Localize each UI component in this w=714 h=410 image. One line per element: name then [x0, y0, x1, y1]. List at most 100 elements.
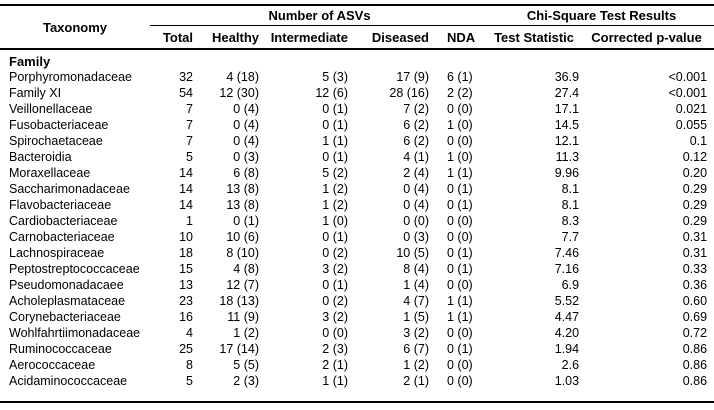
diseased-cell: 0 (0) [403, 214, 429, 228]
p-value-cell: 0.86 [682, 358, 708, 372]
intermediate-cell: 0 (1) [322, 150, 348, 164]
nda-cell: 1 (0) [447, 118, 473, 132]
healthy-column-header: Healthy [193, 25, 259, 50]
diseased-cell: 0 (4) [403, 182, 429, 196]
diseased-cell: 1 (2) [403, 358, 429, 372]
total-cell: 14 [179, 166, 193, 180]
healthy-cell: 0 (4) [233, 118, 259, 132]
healthy-cell: 4 (8) [233, 262, 259, 276]
intermediate-cell: 3 (2) [322, 310, 348, 324]
p-value-cell: <0.001 [668, 70, 708, 84]
intermediate-cell: 1 (1) [322, 134, 348, 148]
total-cell: 14 [179, 198, 193, 212]
total-cell: 32 [179, 70, 193, 84]
family-section-row: Family [0, 49, 714, 69]
table-row: Spirochaetaceae 7 0 (4) 1 (1) 6 (2) 0 (0… [0, 133, 714, 149]
sub-header-row: Total Healthy Intermediate Diseased NDA … [0, 25, 714, 50]
p-value-cell: 0.31 [682, 230, 708, 244]
taxonomy-cell: Bacteroidia [9, 150, 72, 164]
healthy-cell: 0 (4) [233, 134, 259, 148]
taxonomy-cell: Acholeplasmataceae [9, 294, 126, 308]
intermediate-cell: 1 (2) [322, 198, 348, 212]
nda-cell: 2 (2) [447, 86, 473, 100]
total-cell: 7 [186, 102, 193, 116]
p-value-cell: 0.86 [682, 342, 708, 356]
table-row: Moraxellaceae 14 6 (8) 5 (2) 2 (4) 1 (1)… [0, 165, 714, 181]
total-cell: 1 [186, 214, 193, 228]
table-row: Aerococcaceae 8 5 (5) 2 (1) 1 (2) 0 (0) … [0, 357, 714, 373]
taxonomy-cell: Peptostreptococcaceae [9, 262, 140, 276]
diseased-cell: 6 (7) [403, 342, 429, 356]
healthy-cell: 0 (1) [233, 214, 259, 228]
taxonomy-cell: Moraxellaceae [9, 166, 91, 180]
taxonomy-column-header: Taxonomy [0, 5, 150, 50]
p-value-cell: 0.29 [682, 214, 708, 228]
nda-cell: 0 (1) [447, 342, 473, 356]
diseased-cell: 4 (7) [403, 294, 429, 308]
test-statistic-cell: 6.9 [561, 278, 580, 292]
p-value-cell: 0.055 [675, 118, 708, 132]
healthy-cell: 4 (18) [226, 70, 259, 84]
intermediate-cell: 0 (2) [322, 246, 348, 260]
intermediate-cell: 0 (1) [322, 230, 348, 244]
nda-cell: 1 (1) [447, 310, 473, 324]
table-row: Corynebacteriaceae 16 11 (9) 3 (2) 1 (5)… [0, 309, 714, 325]
diseased-cell: 7 (2) [403, 102, 429, 116]
total-cell: 7 [186, 118, 193, 132]
diseased-cell: 1 (4) [403, 278, 429, 292]
test-statistic-cell: 36.9 [554, 70, 580, 84]
test-statistic-cell: 14.5 [554, 118, 580, 132]
intermediate-cell: 2 (3) [322, 342, 348, 356]
intermediate-cell: 0 (0) [322, 326, 348, 340]
diseased-cell: 1 (5) [403, 310, 429, 324]
nda-cell: 0 (0) [447, 230, 473, 244]
test-statistic-cell: 11.3 [555, 150, 580, 164]
table-row: Fusobacteriaceae 7 0 (4) 0 (1) 6 (2) 1 (… [0, 117, 714, 133]
table-row: Saccharimonadaceae 14 13 (8) 1 (2) 0 (4)… [0, 181, 714, 197]
p-value-cell: 0.86 [682, 374, 708, 388]
p-value-cell: 0.021 [675, 102, 708, 116]
taxonomy-cell: Spirochaetaceae [9, 134, 103, 148]
p-value-cell: 0.12 [682, 150, 708, 164]
diseased-cell: 2 (4) [403, 166, 429, 180]
chi-square-group-header: Chi-Square Test Results [489, 5, 714, 26]
intermediate-cell: 5 (2) [322, 166, 348, 180]
group-header-row: Taxonomy Number of ASVs Chi-Square Test … [0, 5, 714, 50]
total-cell: 23 [179, 294, 193, 308]
nda-cell: 0 (1) [447, 198, 473, 212]
healthy-cell: 12 (30) [219, 86, 259, 100]
intermediate-cell: 1 (2) [322, 182, 348, 196]
diseased-column-header: Diseased [348, 25, 429, 50]
intermediate-cell: 2 (1) [322, 358, 348, 372]
test-statistic-column-header: Test Statistic [489, 25, 580, 50]
nda-cell: 0 (1) [447, 262, 473, 276]
family-section-label: Family [9, 54, 51, 69]
taxonomy-cell: Wohlfahrtiimonadaceae [9, 326, 141, 340]
table-row: Porphyromonadaceae 32 4 (18) 5 (3) 17 (9… [0, 69, 714, 85]
nda-cell: 0 (0) [447, 134, 473, 148]
total-cell: 4 [186, 326, 193, 340]
p-value-cell: <0.001 [668, 86, 708, 100]
diseased-cell: 3 (2) [403, 326, 429, 340]
taxonomy-cell: Flavobacteriaceae [9, 198, 112, 212]
test-statistic-cell: 8.1 [561, 182, 580, 196]
table-row: Carnobacteriaceae 10 10 (6) 0 (1) 0 (3) … [0, 229, 714, 245]
p-value-column-header: Corrected p-value [579, 25, 714, 50]
nda-cell: 0 (1) [447, 182, 473, 196]
taxonomy-cell: Corynebacteriaceae [9, 310, 121, 324]
table-row: Pseudomonadacaee 13 12 (7) 0 (1) 1 (4) 0… [0, 277, 714, 293]
taxonomy-cell: Aerococcaceae [9, 358, 96, 372]
table-row: Cardiobacteriaceae 1 0 (1) 1 (0) 0 (0) 0… [0, 213, 714, 229]
taxonomy-cell: Pseudomonadacaee [9, 278, 124, 292]
total-cell: 18 [179, 246, 193, 260]
p-value-cell: 0.1 [689, 134, 708, 148]
healthy-cell: 0 (3) [233, 150, 259, 164]
diseased-cell: 6 (2) [403, 118, 429, 132]
table-row: Acidaminococcaceae 5 2 (3) 1 (1) 2 (1) 0… [0, 373, 714, 389]
healthy-cell: 18 (13) [219, 294, 259, 308]
intermediate-cell: 0 (1) [322, 102, 348, 116]
p-value-cell: 0.60 [682, 294, 708, 308]
healthy-cell: 13 (8) [226, 198, 259, 212]
test-statistic-cell: 4.47 [554, 310, 580, 324]
total-cell: 14 [179, 182, 193, 196]
